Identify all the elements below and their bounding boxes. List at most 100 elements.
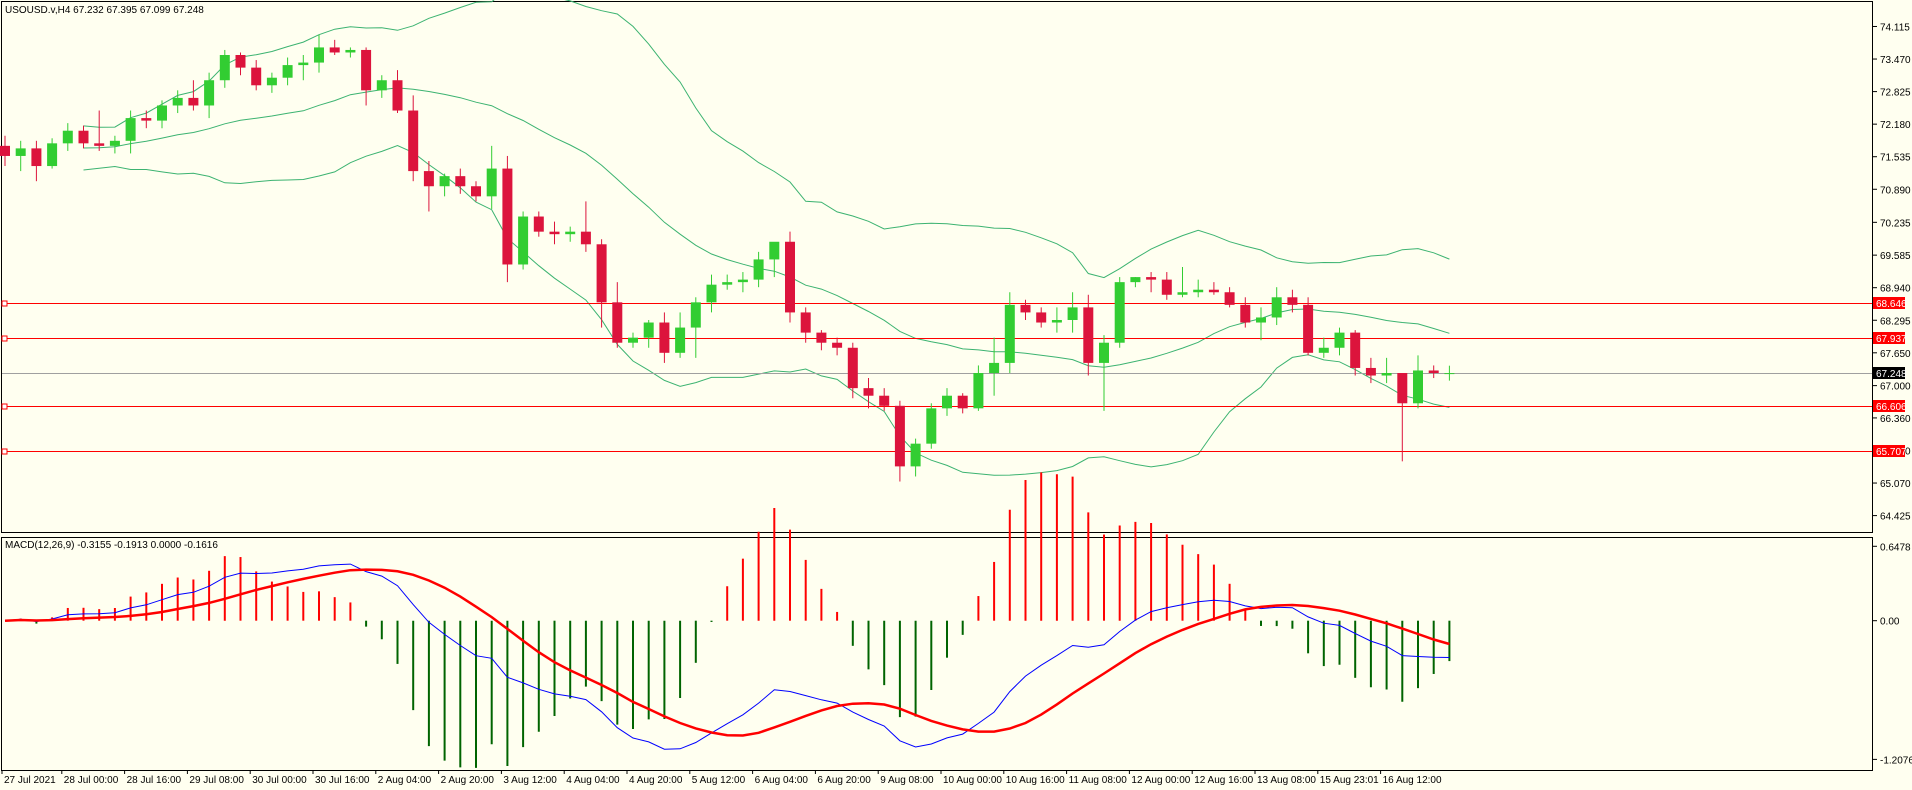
macd-tick-label: -1.2076	[1880, 755, 1912, 766]
price-level-handle	[1, 300, 8, 307]
bear-candle	[1208, 289, 1219, 293]
time-tick-label: 28 Jul 16:00	[127, 775, 182, 786]
time-tick-label: 2 Aug 04:00	[378, 775, 432, 786]
time-tick-label: 29 Jul 08:00	[189, 775, 244, 786]
time-tick-label: 6 Aug 04:00	[755, 775, 809, 786]
bear-candle	[31, 148, 42, 167]
macd-main-line	[4, 563, 1450, 750]
price-tick-label: 70.235	[1880, 218, 1911, 229]
bear-candle	[800, 312, 811, 333]
price-level-tag	[1873, 445, 1905, 457]
time-tick-label: 4 Aug 20:00	[629, 775, 683, 786]
bull-candle	[1413, 370, 1423, 404]
bear-candle	[1083, 307, 1094, 363]
bull-candle	[125, 118, 136, 141]
price-level-handle	[1, 448, 8, 455]
price-tick-label: 74.115	[1880, 22, 1910, 33]
bear-candle	[533, 216, 544, 232]
bull-candle	[1334, 332, 1345, 348]
bear-candle	[1397, 373, 1408, 404]
bear-candle	[0, 145, 10, 156]
bull-candle	[628, 337, 638, 343]
bear-candle	[188, 97, 199, 106]
price-level-tag	[1873, 332, 1905, 344]
bear-candle	[1240, 304, 1251, 323]
bull-candle	[926, 408, 937, 444]
middle-band-line	[83, 87, 1450, 368]
bull-candle	[1130, 277, 1141, 283]
price-level-tag-label: 68.646	[1876, 299, 1907, 310]
bull-candle	[282, 65, 293, 78]
bear-candle	[502, 168, 513, 265]
bull-candle	[706, 284, 717, 303]
bear-candle	[94, 143, 105, 146]
lower-band-line	[83, 144, 1450, 476]
bear-candle	[1146, 277, 1157, 280]
bull-candle	[172, 97, 183, 106]
bear-candle	[141, 118, 152, 121]
bear-candle	[894, 405, 905, 467]
price-tick-label: 67.650	[1880, 349, 1911, 360]
bull-candle	[643, 322, 654, 338]
bull-candle	[737, 279, 748, 283]
bull-candle	[1271, 297, 1282, 318]
time-tick-label: 15 Aug 23:01	[1320, 775, 1379, 786]
price-tick-label: 71.535	[1880, 153, 1911, 164]
upper-band-line	[83, 0, 1450, 279]
bull-candle	[565, 231, 576, 235]
macd-lines	[4, 563, 1450, 750]
time-tick-label: 11 Aug 08:00	[1069, 775, 1128, 786]
bull-candle	[1177, 292, 1188, 295]
bear-candle	[832, 342, 843, 348]
bear-candle	[1350, 332, 1361, 368]
bear-candle	[1428, 370, 1439, 373]
time-axis: 27 Jul 2021 28 Jul 00:00 28 Jul 16:00 29 Ju…	[1, 770, 1442, 786]
price-tick-label: 72.180	[1880, 120, 1911, 131]
bear-candle	[361, 49, 372, 91]
time-tick-label: 30 Jul 00:00	[252, 775, 307, 786]
bull-candle	[1099, 342, 1109, 363]
bear-candle	[1303, 304, 1314, 353]
bear-candle	[471, 186, 481, 197]
bull-candle	[1256, 317, 1266, 323]
bull-candle	[62, 130, 73, 144]
price-level-handle	[1, 403, 8, 410]
bollinger-bands	[83, 0, 1450, 476]
bull-candle	[266, 77, 277, 86]
time-tick-label: 28 Jul 00:00	[64, 775, 119, 786]
bull-candle	[1444, 373, 1455, 375]
bull-candle	[910, 443, 921, 467]
price-level-tag	[1873, 297, 1905, 309]
price-tick-label: 70.890	[1880, 185, 1911, 196]
time-tick-label: 16 Aug 12:00	[1383, 775, 1442, 786]
price-level-tag-label: 65.707	[1876, 447, 1907, 458]
bear-candle	[785, 241, 795, 313]
bull-candle	[942, 395, 952, 409]
price-levels[interactable]	[1, 300, 1872, 455]
bull-candle	[345, 49, 356, 53]
bear-candle	[957, 395, 968, 409]
macd-pane	[1, 537, 1873, 771]
bear-candle	[659, 322, 670, 353]
bull-candle	[219, 55, 230, 81]
bear-candle	[549, 231, 560, 235]
bear-candle	[847, 347, 858, 389]
bull-candle	[989, 362, 1000, 373]
bear-candle	[1036, 312, 1047, 323]
bull-candle	[675, 327, 686, 353]
bull-candle	[1004, 304, 1015, 363]
time-tick-label: 10 Aug 00:00	[943, 775, 1002, 786]
bear-candle	[1287, 297, 1298, 305]
bull-candle	[15, 148, 26, 156]
time-tick-label: 9 Aug 08:00	[880, 775, 934, 786]
bear-candle	[455, 176, 466, 187]
bull-candle	[769, 241, 780, 260]
price-tick-label: 64.425	[1880, 512, 1911, 523]
price-level-tag-label: 66.606	[1876, 402, 1907, 413]
price-level-tag-label: 67.937	[1876, 334, 1907, 345]
price-tick-label: 66.360	[1880, 414, 1911, 425]
bull-candle	[1193, 289, 1204, 293]
macd-axis: 0.6478 0.00 -1.2076	[1872, 542, 1912, 766]
price-tick-label: 65.070	[1880, 479, 1911, 490]
